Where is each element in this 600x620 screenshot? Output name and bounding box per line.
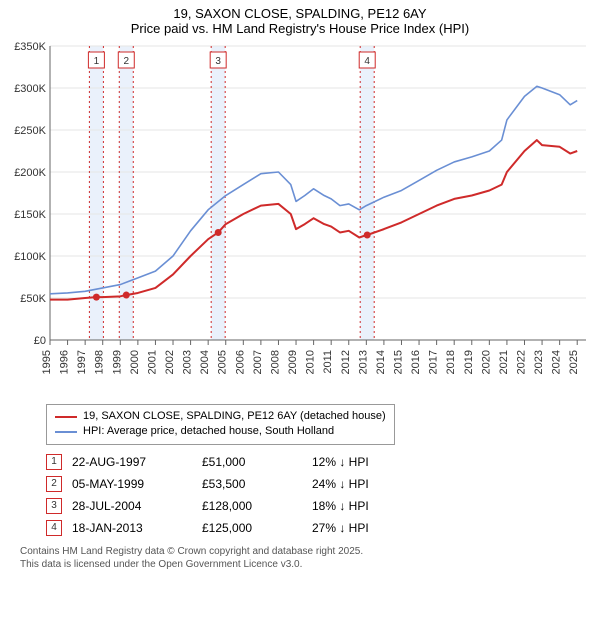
svg-text:2020: 2020 [480, 350, 492, 374]
svg-text:1996: 1996 [59, 350, 71, 374]
svg-text:£150K: £150K [14, 209, 46, 221]
svg-text:3: 3 [215, 56, 221, 67]
sale-diff: 18% ↓ HPI [312, 499, 412, 513]
svg-text:2013: 2013 [357, 350, 369, 374]
title-address: 19, SAXON CLOSE, SPALDING, PE12 6AY [10, 6, 590, 21]
legend: 19, SAXON CLOSE, SPALDING, PE12 6AY (det… [46, 404, 395, 445]
sale-diff: 27% ↓ HPI [312, 521, 412, 535]
marker-badge: 1 [46, 454, 62, 470]
svg-text:1998: 1998 [94, 350, 106, 374]
table-row: 1 22-AUG-1997 £51,000 12% ↓ HPI [46, 451, 590, 473]
svg-text:2017: 2017 [428, 350, 440, 374]
svg-text:2021: 2021 [498, 350, 510, 374]
legend-row: HPI: Average price, detached house, Sout… [55, 424, 386, 439]
table-row: 3 28-JUL-2004 £128,000 18% ↓ HPI [46, 495, 590, 517]
legend-label: HPI: Average price, detached house, Sout… [83, 424, 334, 439]
sale-price: £53,500 [202, 477, 302, 491]
svg-text:2000: 2000 [129, 350, 141, 374]
sale-date: 22-AUG-1997 [72, 455, 192, 469]
footnote-line: This data is licensed under the Open Gov… [20, 558, 590, 571]
price-chart: £0 £50K £100K £150K £200K £250K £300K £350K 1995… [10, 40, 590, 400]
svg-text:£200K: £200K [14, 167, 46, 179]
svg-text:2019: 2019 [463, 350, 475, 374]
svg-text:2012: 2012 [340, 350, 352, 374]
table-row: 2 05-MAY-1999 £53,500 24% ↓ HPI [46, 473, 590, 495]
sale-diff: 12% ↓ HPI [312, 455, 412, 469]
sale-price: £128,000 [202, 499, 302, 513]
svg-text:2014: 2014 [375, 350, 387, 374]
svg-text:1: 1 [94, 56, 100, 67]
svg-text:2001: 2001 [146, 350, 158, 374]
svg-text:2: 2 [123, 56, 129, 67]
sales-table: 1 22-AUG-1997 £51,000 12% ↓ HPI 2 05-MAY… [46, 451, 590, 539]
svg-text:2004: 2004 [199, 350, 211, 374]
svg-text:£0: £0 [34, 335, 46, 347]
footnote: Contains HM Land Registry data © Crown c… [20, 545, 590, 571]
sale-diff: 24% ↓ HPI [312, 477, 412, 491]
title-subtitle: Price paid vs. HM Land Registry's House … [10, 21, 590, 36]
svg-text:2024: 2024 [551, 350, 563, 374]
legend-swatch-red [55, 416, 77, 418]
svg-text:2005: 2005 [217, 350, 229, 374]
chart-svg: £0 £50K £100K £150K £200K £250K £300K £350K 1995… [10, 40, 590, 400]
svg-text:£250K: £250K [14, 125, 46, 137]
svg-text:2003: 2003 [182, 350, 194, 374]
marker-badge: 2 [46, 476, 62, 492]
svg-text:£350K: £350K [14, 41, 46, 53]
svg-text:2023: 2023 [533, 350, 545, 374]
svg-text:1995: 1995 [41, 350, 53, 374]
svg-text:£50K: £50K [20, 293, 46, 305]
page: 19, SAXON CLOSE, SPALDING, PE12 6AY Pric… [0, 0, 600, 575]
footnote-line: Contains HM Land Registry data © Crown c… [20, 545, 590, 558]
table-row: 4 18-JAN-2013 £125,000 27% ↓ HPI [46, 517, 590, 539]
svg-text:2018: 2018 [445, 350, 457, 374]
marker-badge: 4 [46, 520, 62, 536]
svg-text:2009: 2009 [287, 350, 299, 374]
svg-text:£100K: £100K [14, 251, 46, 263]
svg-text:2007: 2007 [252, 350, 264, 374]
svg-text:2010: 2010 [305, 350, 317, 374]
svg-text:1999: 1999 [111, 350, 123, 374]
legend-row: 19, SAXON CLOSE, SPALDING, PE12 6AY (det… [55, 409, 386, 424]
svg-text:4: 4 [364, 56, 370, 67]
sale-price: £51,000 [202, 455, 302, 469]
marker-badge: 3 [46, 498, 62, 514]
svg-text:2006: 2006 [234, 350, 246, 374]
svg-text:2011: 2011 [322, 350, 334, 374]
svg-text:2008: 2008 [269, 350, 281, 374]
svg-text:£300K: £300K [14, 83, 46, 95]
svg-text:2025: 2025 [568, 350, 580, 374]
legend-swatch-blue [55, 431, 77, 433]
legend-label: 19, SAXON CLOSE, SPALDING, PE12 6AY (det… [83, 409, 386, 424]
svg-text:2016: 2016 [410, 350, 422, 374]
sale-date: 28-JUL-2004 [72, 499, 192, 513]
svg-text:2022: 2022 [515, 350, 527, 374]
sale-price: £125,000 [202, 521, 302, 535]
svg-text:1997: 1997 [76, 350, 88, 374]
sale-date: 05-MAY-1999 [72, 477, 192, 491]
svg-text:2015: 2015 [392, 350, 404, 374]
title-block: 19, SAXON CLOSE, SPALDING, PE12 6AY Pric… [10, 6, 590, 36]
sale-date: 18-JAN-2013 [72, 521, 192, 535]
svg-text:2002: 2002 [164, 350, 176, 374]
